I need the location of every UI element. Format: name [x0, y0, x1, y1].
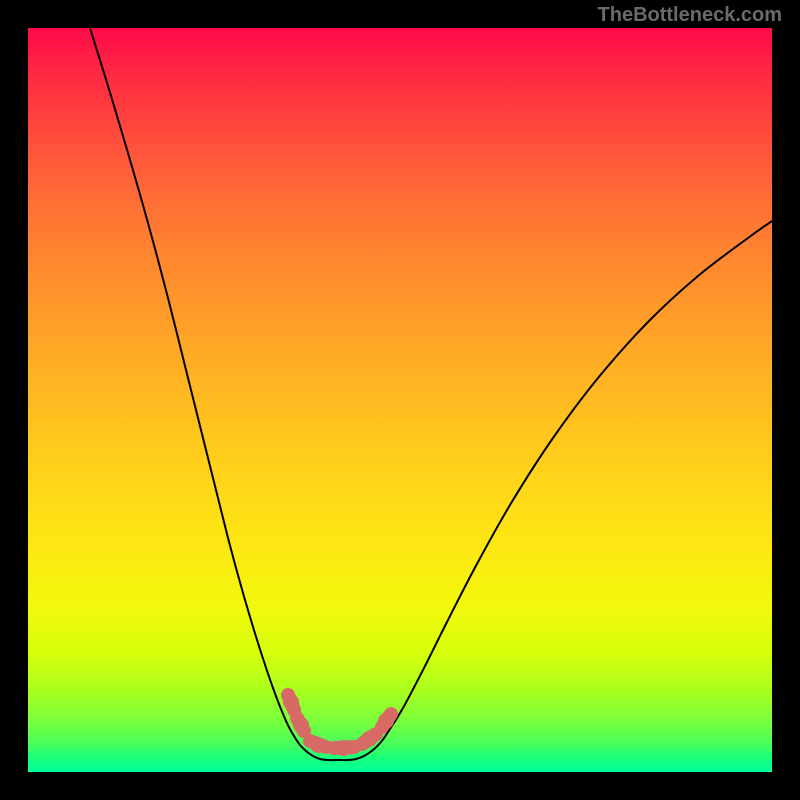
left-curve	[90, 28, 338, 760]
marker-dot	[283, 694, 299, 710]
marker-dot	[310, 737, 326, 753]
watermark-text: TheBottleneck.com	[598, 4, 782, 27]
marker-dot	[336, 740, 352, 756]
marker-dot	[361, 731, 377, 747]
right-curve	[338, 221, 772, 760]
marker-dot	[293, 717, 309, 733]
chart-svg	[28, 28, 772, 772]
marker-dot	[378, 713, 394, 729]
chart-frame: TheBottleneck.com	[0, 0, 800, 800]
